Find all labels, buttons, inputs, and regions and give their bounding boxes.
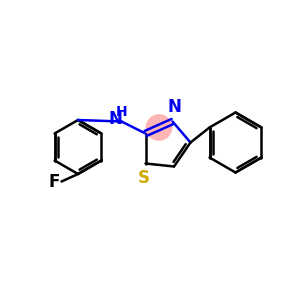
Text: F: F <box>49 172 60 190</box>
Text: H: H <box>116 106 127 119</box>
Circle shape <box>146 115 172 140</box>
Text: N: N <box>167 98 181 116</box>
Text: N: N <box>109 110 122 128</box>
Text: S: S <box>138 169 150 187</box>
